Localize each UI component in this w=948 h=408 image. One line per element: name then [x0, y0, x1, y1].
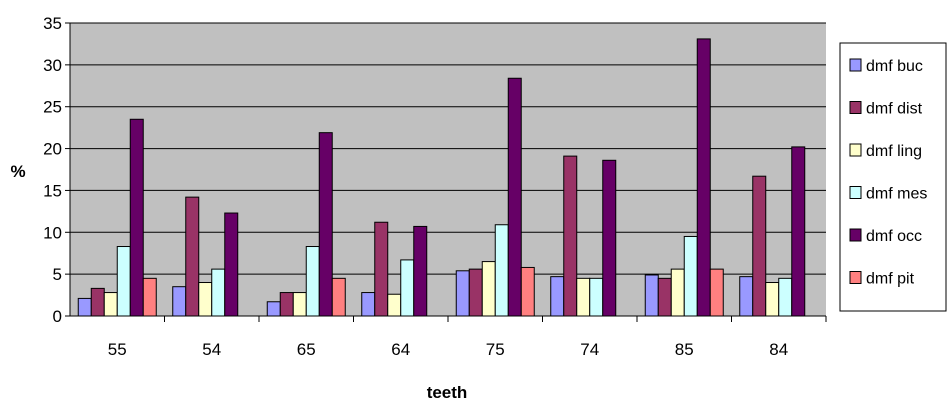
bar-dmf-buc-75 — [455, 270, 470, 317]
bar-dmf-mes-74 — [589, 277, 604, 317]
bar-dmf-buc-74 — [550, 276, 565, 317]
bar-dmf-pit-65 — [331, 277, 346, 317]
bar-dmf-buc-64 — [361, 292, 376, 317]
bar-dmf-buc-65 — [266, 301, 281, 317]
legend-label: dmf dist — [866, 101, 923, 118]
bar-dmf-mes-85 — [683, 235, 698, 317]
bar-dmf-ling-85 — [670, 268, 685, 317]
y-tick-label: 25 — [43, 98, 62, 117]
bar-dmf-mes-75 — [494, 224, 509, 317]
legend-label: dmf ling — [866, 143, 922, 160]
bar-dmf-mes-54 — [211, 268, 226, 317]
y-tick-label: 20 — [43, 140, 62, 159]
x-tick-labels: 55 54 65 64 75 74 85 84 — [108, 340, 788, 359]
axes — [65, 22, 827, 322]
x-tick-label: 85 — [675, 340, 694, 359]
x-tick-label: 65 — [297, 340, 316, 359]
legend-swatch-dmf-ling — [849, 143, 862, 157]
legend-label: dmf mes — [866, 186, 927, 203]
bar-dmf-buc-85 — [644, 274, 659, 317]
bar-dmf-ling-55 — [103, 292, 118, 317]
x-axis-label: teeth — [427, 383, 468, 402]
bar-dmf-pit-75 — [520, 266, 535, 317]
bar-dmf-dist-75 — [468, 268, 483, 317]
legend-swatch-dmf-pit — [849, 271, 862, 284]
legend-label: dmf occ — [866, 228, 922, 245]
y-tick-label: 0 — [53, 307, 62, 326]
x-tick-label: 54 — [202, 340, 221, 359]
legend-swatch-dmf-buc — [849, 58, 862, 72]
legend-label: dmf pit — [866, 271, 915, 288]
bar-dmf-occ-64 — [413, 225, 428, 317]
x-tick-label: 75 — [486, 340, 505, 359]
bars — [77, 38, 806, 317]
legend: dmf buc dmf dist dmf ling dmf mes dmf occ dmf… — [839, 42, 947, 312]
bar-dmf-ling-74 — [576, 277, 591, 317]
legend-box — [839, 42, 947, 312]
y-tick-label: 15 — [43, 181, 62, 200]
bar-dmf-dist-84 — [752, 175, 767, 317]
legend-swatch-dmf-dist — [849, 101, 862, 114]
y-tick-labels: 0 5 10 15 20 25 30 35 — [43, 14, 62, 326]
bar-dmf-occ-55 — [129, 118, 144, 317]
bar-dmf-mes-64 — [400, 259, 415, 317]
bar-dmf-buc-54 — [172, 286, 187, 317]
bar-dmf-dist-74 — [563, 155, 578, 317]
bar-dmf-dist-55 — [90, 287, 105, 317]
bar-dmf-mes-84 — [778, 277, 793, 317]
bar-dmf-buc-84 — [739, 276, 754, 317]
bar-dmf-ling-75 — [481, 261, 496, 317]
bar-dmf-buc-55 — [77, 297, 92, 317]
x-tick-label: 74 — [580, 340, 599, 359]
bar-dmf-occ-65 — [318, 132, 333, 317]
bar-dmf-ling-65 — [292, 292, 307, 317]
bar-dmf-ling-54 — [198, 282, 213, 317]
y-tick-label: 35 — [43, 14, 62, 33]
y-tick-label: 30 — [43, 56, 62, 75]
legend-swatch-dmf-occ — [849, 228, 862, 242]
bar-dmf-occ-54 — [224, 212, 239, 317]
bar-dmf-dist-64 — [374, 221, 389, 317]
x-tick-label: 84 — [769, 340, 788, 359]
bar-dmf-occ-74 — [602, 159, 617, 317]
bar-dmf-dist-65 — [279, 292, 294, 317]
bar-dmf-pit-85 — [709, 268, 724, 317]
x-tick-label: 55 — [108, 340, 127, 359]
legend-swatch-dmf-mes — [849, 186, 862, 199]
bar-dmf-dist-85 — [657, 277, 672, 317]
bar-dmf-mes-55 — [116, 246, 131, 317]
y-tick-label: 5 — [53, 265, 62, 284]
bar-dmf-ling-64 — [387, 293, 402, 317]
y-tick-label: 10 — [43, 223, 62, 242]
bar-dmf-occ-84 — [791, 146, 806, 317]
bar-dmf-ling-84 — [765, 282, 780, 317]
bar-dmf-pit-55 — [142, 277, 157, 317]
y-axis-label: % — [10, 162, 25, 181]
bar-dmf-mes-65 — [305, 246, 320, 317]
bar-dmf-occ-75 — [507, 77, 522, 317]
legend-label: dmf buc — [866, 58, 923, 75]
x-tick-label: 64 — [391, 340, 410, 359]
bar-dmf-occ-85 — [696, 38, 711, 317]
bar-dmf-dist-54 — [185, 196, 200, 317]
